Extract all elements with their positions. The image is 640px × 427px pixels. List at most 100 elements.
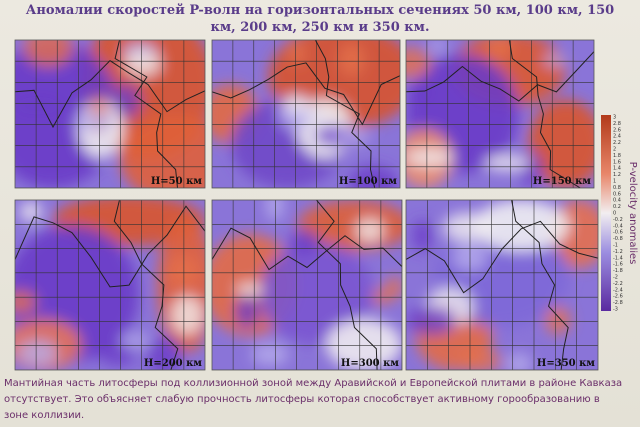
anomaly xyxy=(406,305,457,336)
colorbar-tick: 0 xyxy=(613,211,616,217)
panel-label: H=150 км xyxy=(533,176,591,187)
border xyxy=(316,200,378,370)
anomaly xyxy=(100,342,136,366)
panel-label: H=100 км xyxy=(339,176,397,187)
colorbar-tick: -0.2 xyxy=(613,217,623,223)
colorbar-tick: 1 xyxy=(613,179,616,185)
maps: P-velocity anomalies H=50 км H=100 км H=15… xyxy=(14,39,638,371)
anomaly xyxy=(456,349,502,370)
anomaly xyxy=(119,333,152,349)
anomaly xyxy=(288,229,320,256)
border xyxy=(114,40,178,188)
colorbar-tick: -1 xyxy=(613,243,618,249)
colorbar-tick: -1.6 xyxy=(613,262,623,268)
map-panel xyxy=(406,200,598,370)
map-panel xyxy=(212,40,400,188)
anomaly xyxy=(372,288,392,305)
border xyxy=(15,205,205,288)
anomaly xyxy=(334,128,371,142)
anomaly xyxy=(485,40,512,61)
anomaly xyxy=(544,306,571,335)
anomaly xyxy=(406,47,432,79)
panel-frame xyxy=(405,39,595,189)
anomaly xyxy=(443,212,493,242)
anomaly xyxy=(259,242,374,345)
panel-frame xyxy=(14,39,206,189)
colorbar xyxy=(601,115,611,311)
colorbar-tick: -3 xyxy=(613,307,618,313)
panel-label: H=50 км xyxy=(151,176,202,187)
border xyxy=(314,40,376,188)
anomaly xyxy=(473,200,570,251)
panel-frame xyxy=(211,199,403,371)
anomaly xyxy=(483,154,531,171)
border xyxy=(15,60,205,129)
anomaly-field xyxy=(406,40,594,188)
anomaly xyxy=(505,353,532,370)
border xyxy=(212,227,402,271)
anomaly xyxy=(17,339,58,366)
panel-frame xyxy=(405,199,599,371)
colorbar-tick: -0.8 xyxy=(613,236,623,242)
colorbar-tick: 3 xyxy=(613,115,616,121)
anomaly xyxy=(412,219,433,252)
colorbar-tick: 1.8 xyxy=(613,153,621,159)
anomaly xyxy=(528,99,594,188)
anomaly xyxy=(406,82,431,103)
panel-label: H=200 км xyxy=(144,358,202,369)
anomaly xyxy=(166,254,201,287)
caption: Мантийная часть литосферы под коллизионн… xyxy=(4,378,623,421)
colorbar-tick: -0.6 xyxy=(613,230,623,236)
colorbar-tick: 2.8 xyxy=(613,121,621,127)
colorbar-tick: -2 xyxy=(613,275,618,281)
colorbar-tick: 2.6 xyxy=(613,127,621,133)
colorbar-tick: -1.2 xyxy=(613,249,623,255)
colorbar-tick: 0.2 xyxy=(613,204,621,210)
anomaly xyxy=(283,95,310,115)
border xyxy=(511,200,569,370)
colorbar-tick: 2.2 xyxy=(613,140,621,146)
colorbar-tick: 2.4 xyxy=(613,134,621,140)
anomaly xyxy=(236,283,264,297)
anomaly xyxy=(543,54,566,67)
colorbar-tick: -2.2 xyxy=(613,281,623,287)
colorbar-tick: 1.4 xyxy=(613,166,621,172)
border xyxy=(406,51,594,102)
anomaly xyxy=(326,319,402,370)
anomaly xyxy=(15,97,64,115)
panel-label: H=350 км xyxy=(537,358,595,369)
colorbar-label: P-velocity anomalies xyxy=(627,162,638,265)
anomaly xyxy=(146,335,183,370)
colorbar-tick: 0.4 xyxy=(613,198,621,204)
panel-label: H=300 км xyxy=(341,358,399,369)
map-panel xyxy=(15,40,205,188)
map-panel xyxy=(406,40,594,188)
colorbar-tick: -2.8 xyxy=(613,300,623,306)
anomaly xyxy=(287,41,306,66)
anomaly xyxy=(170,295,204,335)
colorbar-tick: 0.8 xyxy=(613,185,621,191)
anomaly xyxy=(15,290,37,314)
anomaly xyxy=(428,40,448,52)
map-panel xyxy=(212,200,402,370)
anomaly-field xyxy=(15,200,205,370)
colorbar-tick: 0.6 xyxy=(613,191,621,197)
anomaly xyxy=(113,83,141,118)
anomaly-field xyxy=(406,200,598,370)
border xyxy=(406,220,598,294)
anomaly xyxy=(124,50,161,77)
border xyxy=(212,62,400,126)
colorbar-tick: -2.6 xyxy=(613,294,623,300)
panel-frame xyxy=(14,199,206,371)
panel-frame xyxy=(211,39,401,189)
colorbar-tick: 1.6 xyxy=(613,159,621,165)
colorbar-tick: -0.4 xyxy=(613,223,623,229)
colorbar-tick: -1.8 xyxy=(613,268,623,274)
anomaly xyxy=(19,201,43,222)
anomaly xyxy=(251,342,289,366)
anomaly xyxy=(406,147,454,168)
map-panel xyxy=(15,200,205,370)
border xyxy=(508,40,581,188)
anomaly-field xyxy=(212,40,400,188)
